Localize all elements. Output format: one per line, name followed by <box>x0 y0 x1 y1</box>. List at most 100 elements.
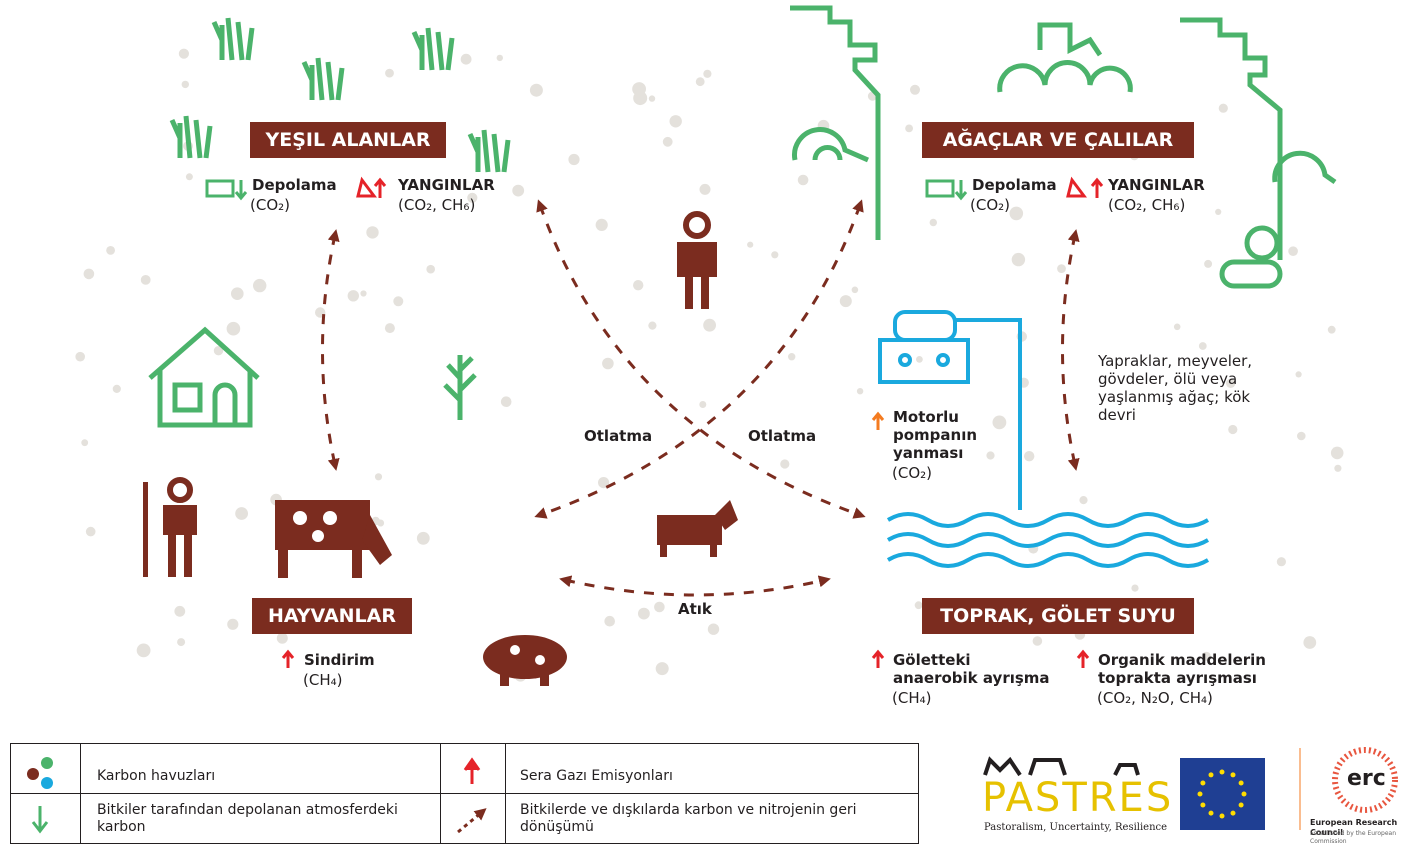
emission-label: Sindirim <box>304 651 375 669</box>
background-dot <box>512 185 524 197</box>
background-dot <box>141 275 151 285</box>
grass <box>214 18 252 60</box>
background-dot <box>1199 342 1207 350</box>
eu-star <box>1200 781 1205 786</box>
gas-label: (CO₂) <box>970 196 1010 214</box>
background-dot <box>788 353 795 360</box>
background-dot <box>1079 496 1087 504</box>
bush <box>1040 25 1100 55</box>
erc-logo: erc <box>1347 766 1386 792</box>
background-dot <box>1297 432 1306 441</box>
legend-text: Sera Gazı Emisyonları <box>520 768 673 785</box>
background-dot <box>186 173 193 180</box>
tree <box>1180 20 1280 260</box>
person <box>701 277 709 309</box>
background-dot <box>798 175 809 186</box>
cow <box>352 550 362 578</box>
legend-text: Bitkilerde ve dışkılarda karbon ve nitro… <box>520 802 900 836</box>
emission-label: Organik maddelerin toprakta ayrışması <box>1098 651 1278 687</box>
pump <box>880 340 968 382</box>
fires-label: YANGINLAR <box>398 176 495 194</box>
background-dot <box>385 69 394 78</box>
herder <box>184 535 192 577</box>
gas-label: (CO₂) <box>250 196 290 214</box>
gas-label: (CH₄) <box>892 689 931 707</box>
background-dot <box>137 644 151 658</box>
eu-star <box>1209 772 1214 777</box>
background-dot <box>638 608 650 620</box>
fires-label: YANGINLAR <box>1108 176 1205 194</box>
eu-star <box>1231 811 1236 816</box>
diagram-page: YEŞIL ALANLAR Depolama (CO₂) YANGINLAR (… <box>0 0 1427 844</box>
background-dot <box>417 532 430 545</box>
background-dot <box>696 77 705 86</box>
log <box>1222 262 1280 286</box>
background-dot <box>84 269 95 280</box>
background-dot <box>174 606 185 617</box>
background-dot <box>1296 371 1302 377</box>
background-dot <box>568 154 579 165</box>
background-dot <box>1012 253 1025 266</box>
fire-icon <box>1068 180 1084 196</box>
background-dot <box>708 624 719 635</box>
gas-label: (CO₂, CH₆) <box>1108 196 1185 214</box>
flow-arrow <box>323 235 336 465</box>
gas-label: (CO₂) <box>892 464 932 482</box>
legend-text: Bitkiler tarafından depolanan atmosferde… <box>97 802 427 836</box>
pump <box>895 312 955 340</box>
background-dot <box>632 82 646 96</box>
eu-star <box>1239 803 1244 808</box>
grass <box>304 58 342 100</box>
background-dot <box>604 616 615 627</box>
background-dot <box>1334 465 1341 472</box>
plant <box>445 355 475 420</box>
wave <box>888 554 1208 566</box>
erc-tagline: Established by the European Commission <box>1310 830 1427 844</box>
background-dot <box>360 290 366 296</box>
background-dot <box>177 638 185 646</box>
background-dot <box>916 356 923 363</box>
background-dot <box>1131 585 1138 592</box>
grass <box>414 28 452 70</box>
background-dot <box>703 319 716 332</box>
cow-spot <box>293 511 307 525</box>
person <box>686 214 708 236</box>
grass <box>172 116 210 158</box>
background-dot <box>86 527 96 537</box>
house <box>150 330 258 425</box>
background-dot <box>113 385 121 393</box>
background-dot <box>530 84 543 97</box>
background-dot <box>1033 636 1043 646</box>
legend-storage <box>33 806 47 831</box>
bush <box>795 130 868 160</box>
background-dot <box>1219 104 1228 113</box>
eu-star <box>1239 781 1244 786</box>
gas-label: (CH₄) <box>303 671 342 689</box>
background-dot <box>1204 260 1212 268</box>
background-dot <box>1228 425 1237 434</box>
herder-staff <box>143 482 148 577</box>
bush <box>1000 63 1131 92</box>
background-dot <box>106 246 115 255</box>
pig <box>540 670 549 686</box>
background-dot <box>1288 246 1298 256</box>
background-dot <box>663 137 673 147</box>
eu-flag <box>1180 758 1265 830</box>
pastres-logo: PASTRES <box>982 776 1173 820</box>
bush <box>1275 153 1335 182</box>
pump <box>938 355 948 365</box>
storage-label: Depolama <box>972 176 1057 194</box>
goat <box>660 545 667 557</box>
eu-star <box>1209 811 1214 816</box>
background-dot <box>633 280 643 290</box>
background-dot <box>385 323 395 333</box>
background-dot <box>81 439 88 446</box>
legend-recycling <box>458 812 482 832</box>
fire-icon <box>358 180 374 196</box>
background-dot <box>501 396 512 407</box>
background-dot <box>840 295 852 307</box>
storage-arrow <box>956 180 966 198</box>
fire-arrow <box>1092 180 1102 198</box>
eu-star <box>1242 792 1247 797</box>
turnover-label: Yapraklar, meyveler, gövdeler, ölü veya … <box>1098 352 1268 424</box>
